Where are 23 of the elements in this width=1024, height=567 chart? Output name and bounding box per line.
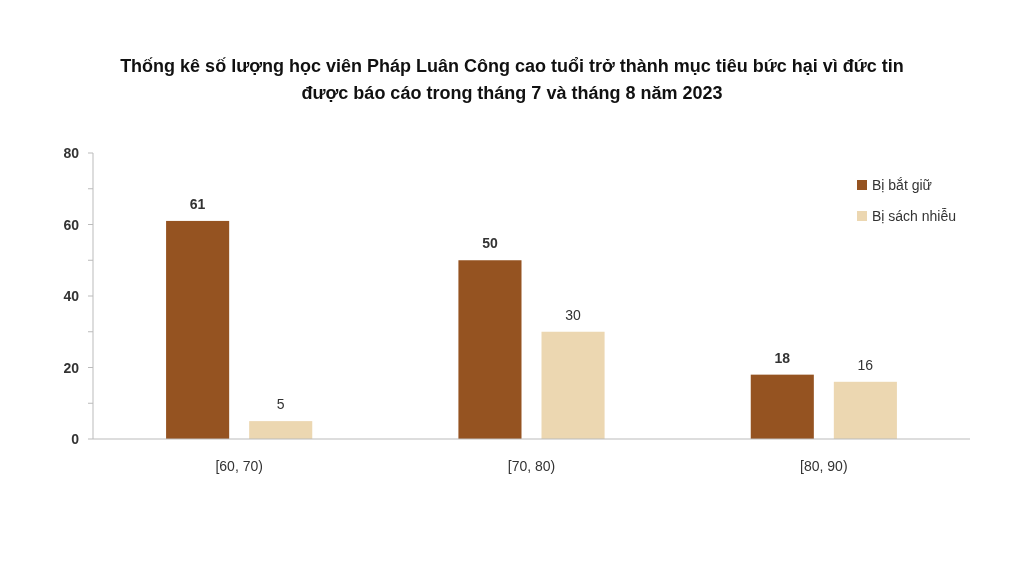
legend-label: Bị bắt giữ [872, 177, 932, 193]
data-label: 61 [189, 195, 206, 212]
y-tick-label: 60 [63, 216, 80, 233]
data-label: 18 [774, 349, 791, 366]
y-tick-label: 20 [63, 359, 80, 376]
x-tick-label: [80, 90) [800, 458, 848, 474]
x-tick-label: [70, 80) [507, 458, 556, 474]
bar [750, 374, 814, 439]
bar [458, 260, 522, 439]
data-label: 16 [857, 356, 874, 373]
data-label: 50 [482, 235, 498, 252]
bar [166, 220, 230, 439]
x-tick-label: [60, 70) [215, 458, 263, 474]
data-label: 30 [565, 306, 582, 323]
bar [833, 381, 897, 439]
bar [249, 421, 313, 439]
y-tick-label: 80 [63, 145, 80, 161]
data-label: 5 [276, 396, 285, 413]
legend-label: Bị sách nhiễu [872, 208, 957, 224]
y-tick-label: 0 [71, 431, 80, 447]
chart-title: Thống kê số lượng học viên Pháp Luân Công cao tuổi trở thành mục tiêu bức hại vì đức tin được báo cáo trong tháng 7 và tháng 8 năm 2023 [120, 56, 904, 103]
y-tick-label: 40 [63, 288, 80, 304]
bar [541, 331, 605, 439]
